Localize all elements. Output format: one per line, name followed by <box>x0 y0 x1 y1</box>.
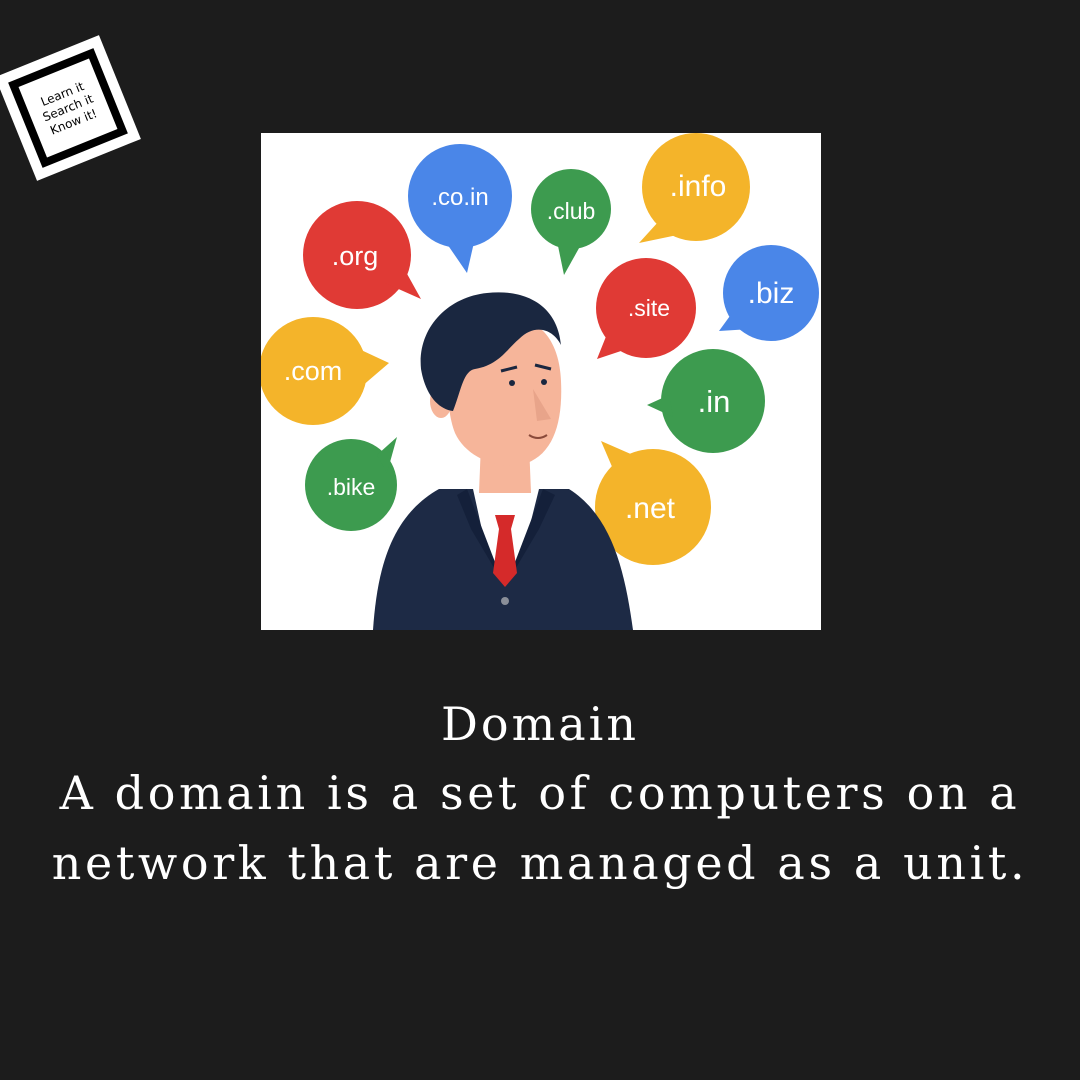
bubble-shape <box>261 317 367 425</box>
bubble-label: .club <box>547 198 596 224</box>
mouth <box>528 434 548 439</box>
bubble-label: .bike <box>327 474 376 500</box>
suit-button <box>501 597 509 605</box>
bubble-shape <box>642 133 750 241</box>
bubble-tail <box>719 309 751 331</box>
caption: Domain A domain is a set of computers on… <box>0 690 1080 898</box>
bubble-tail <box>639 221 687 243</box>
bubble-label: .org <box>332 241 379 271</box>
bubble-shape <box>303 201 411 309</box>
bubble-shape <box>408 144 512 248</box>
speech-bubble: .club <box>531 169 611 275</box>
bubble-shape <box>531 169 611 249</box>
speech-bubble: .co.in <box>408 144 512 273</box>
speech-bubble: .net <box>595 441 711 565</box>
bubble-tail <box>377 437 397 473</box>
bubble-label: .biz <box>748 277 795 310</box>
eyebrow <box>534 363 552 371</box>
bubble-tail <box>443 238 475 273</box>
bubble-shape <box>596 258 696 358</box>
bubble-shape <box>305 439 397 531</box>
hair <box>420 292 561 411</box>
eye <box>509 380 515 386</box>
bubble-tail <box>601 441 633 469</box>
bubble-label: .net <box>625 492 676 525</box>
caption-title: Domain <box>441 697 639 751</box>
bubble-tail <box>647 395 673 417</box>
suit-lapel-right <box>507 489 555 583</box>
businessman-figure <box>373 292 633 630</box>
suit-lapel-left <box>457 489 503 583</box>
bubble-shape <box>661 349 765 453</box>
domain-illustration: .co.in .club .info .org .site .biz <box>261 133 821 630</box>
bubble-tail <box>359 349 389 387</box>
bubble-label: .site <box>628 295 670 321</box>
bubble-label: .in <box>698 384 731 419</box>
speech-bubble: .bike <box>305 437 397 531</box>
logo-frame: Learn it Search it Know it! <box>8 48 128 168</box>
speech-bubble: .in <box>647 349 765 453</box>
caption-body: A domain is a set of computers on a netw… <box>51 766 1029 890</box>
bubble-label: .com <box>284 356 343 386</box>
nose <box>533 389 551 421</box>
logo-badge: Learn it Search it Know it! <box>0 35 141 181</box>
eye <box>541 379 547 385</box>
speech-bubble: .info <box>639 133 750 243</box>
speech-bubble: .site <box>596 258 696 359</box>
necktie <box>493 515 517 587</box>
bubble-shape <box>595 449 711 565</box>
speech-bubble: .org <box>303 201 421 309</box>
illustration-svg: .co.in .club .info .org .site .biz <box>261 133 819 630</box>
bubble-tail <box>557 241 583 275</box>
bubble-label: .co.in <box>431 184 488 211</box>
bubble-tail <box>597 329 633 359</box>
eyebrow <box>500 365 518 373</box>
speech-bubble: .com <box>261 317 389 425</box>
bubble-tail <box>385 263 421 299</box>
speech-bubble: .biz <box>719 245 819 341</box>
bubble-label: .info <box>670 170 727 203</box>
bubble-shape <box>723 245 819 341</box>
